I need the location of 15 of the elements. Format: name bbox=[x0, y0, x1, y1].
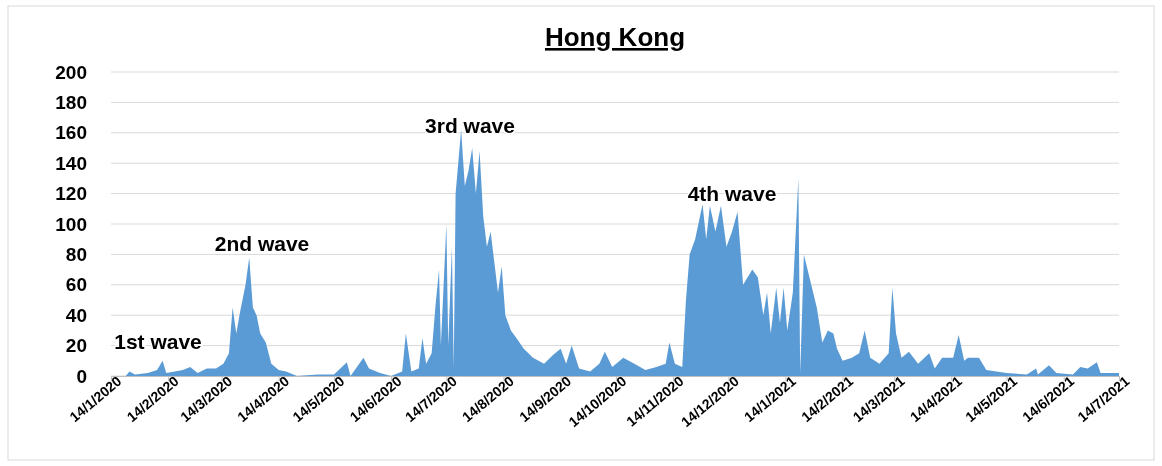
y-tick-label: 200 bbox=[55, 61, 87, 83]
y-tick-label: 160 bbox=[55, 122, 87, 144]
y-tick-label: 100 bbox=[55, 213, 87, 235]
annotation: 2nd wave bbox=[214, 231, 310, 255]
y-tick-label: 40 bbox=[65, 304, 87, 326]
y-tick-label: 120 bbox=[55, 183, 87, 205]
y-tick-label: 140 bbox=[55, 152, 87, 174]
annotation: 3rd wave bbox=[425, 113, 515, 137]
chart-title: Hong Kong bbox=[544, 22, 686, 52]
annotation: 4th wave bbox=[687, 181, 777, 205]
y-tick-label: 60 bbox=[65, 274, 87, 296]
y-tick-label: 80 bbox=[65, 243, 87, 265]
annotation: 1st wave bbox=[114, 329, 202, 353]
y-tick-label: 20 bbox=[65, 335, 87, 357]
y-tick-label: 180 bbox=[55, 91, 87, 113]
